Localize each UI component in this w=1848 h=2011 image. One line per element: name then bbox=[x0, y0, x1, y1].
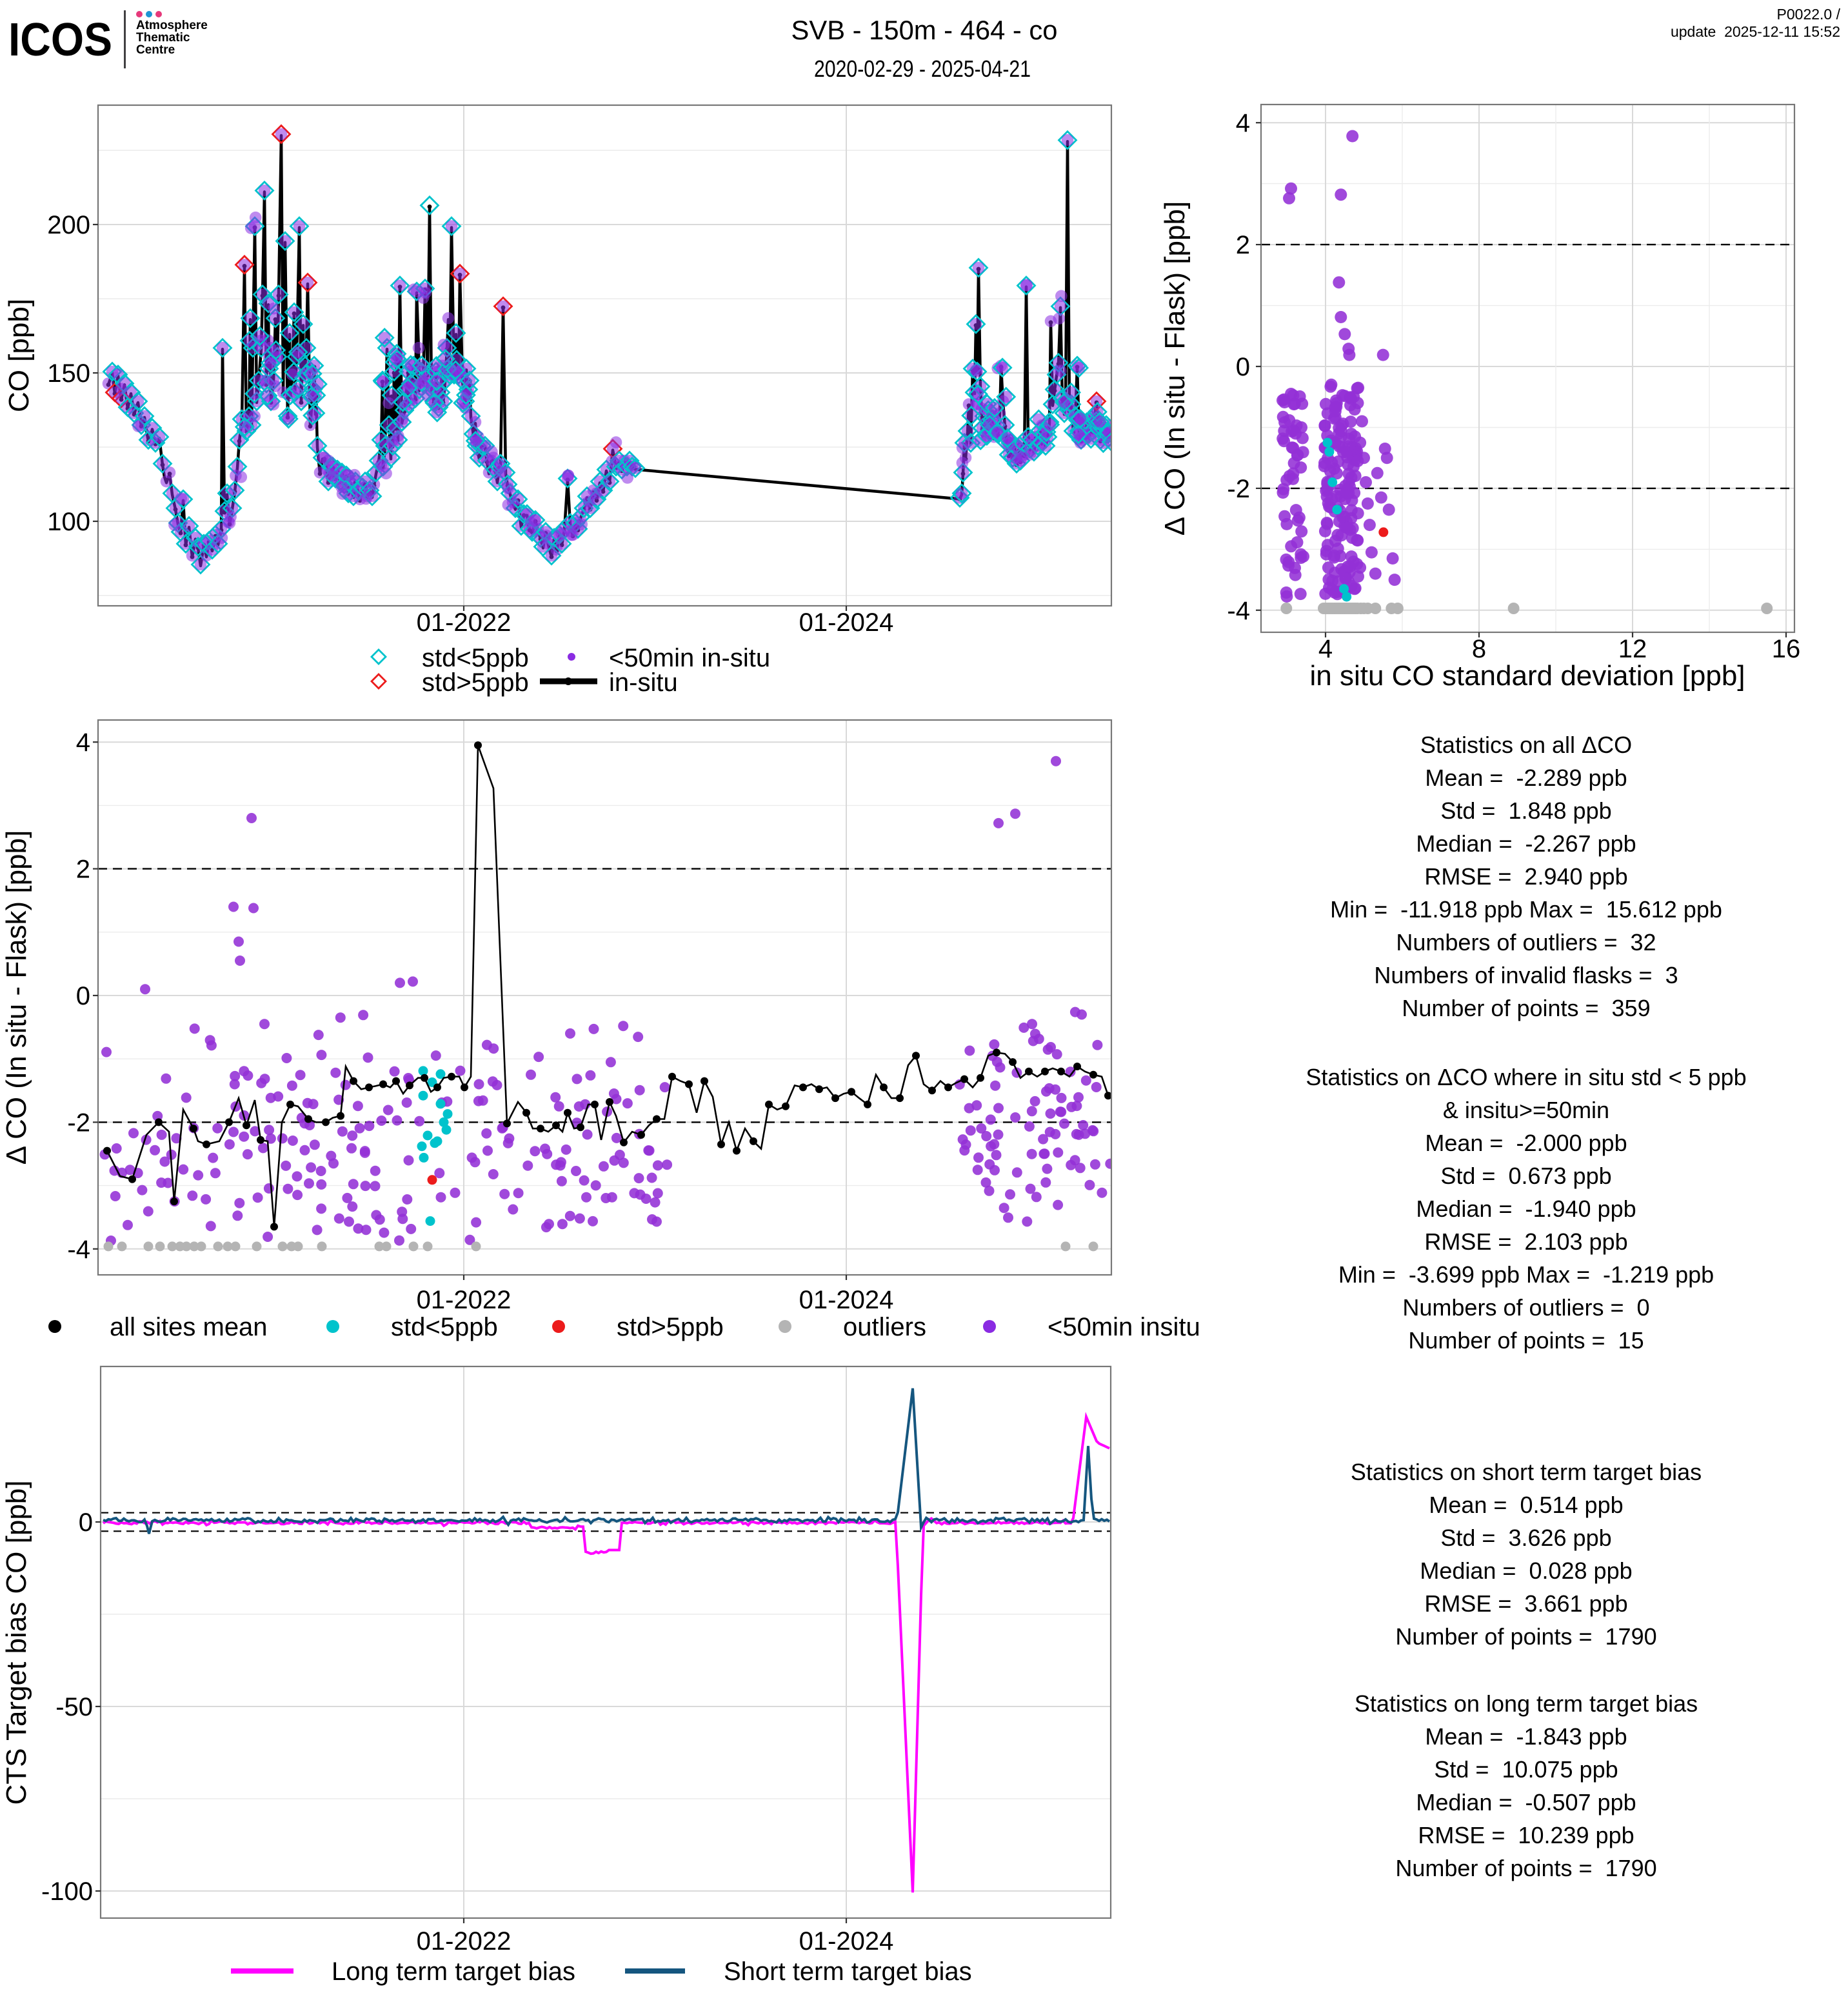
svg-text:Short term target bias: Short term target bias bbox=[724, 1957, 972, 1986]
svg-text:100: 100 bbox=[47, 508, 90, 536]
svg-text:Δ CO (In situ - Flask) [ppb]: Δ CO (In situ - Flask) [ppb] bbox=[1159, 201, 1191, 535]
svg-text:SVB - 150m - 464 - co: SVB - 150m - 464 - co bbox=[791, 15, 1058, 45]
svg-text:Number of points = 15: Number of points = 15 bbox=[1408, 1327, 1644, 1354]
svg-text:Δ CO (In situ - Flask) [ppb]: Δ CO (In situ - Flask) [ppb] bbox=[1, 830, 32, 1165]
svg-text:-4: -4 bbox=[1227, 597, 1250, 625]
svg-text:-4: -4 bbox=[67, 1236, 90, 1264]
svg-text:Std = 0.673 ppb: Std = 0.673 ppb bbox=[1440, 1163, 1611, 1189]
svg-text:Numbers of outliers = 32: Numbers of outliers = 32 bbox=[1396, 929, 1656, 955]
svg-text:outliers: outliers bbox=[843, 1313, 926, 1341]
svg-text:RMSE = 2.940 ppb: RMSE = 2.940 ppb bbox=[1424, 863, 1627, 890]
svg-text:01-2022: 01-2022 bbox=[417, 608, 512, 637]
svg-text:Thematic: Thematic bbox=[136, 31, 190, 45]
svg-text:Median = -1.940 ppb: Median = -1.940 ppb bbox=[1416, 1196, 1636, 1222]
svg-text:<50min insitu: <50min insitu bbox=[1048, 1313, 1200, 1341]
svg-text:01-2024: 01-2024 bbox=[799, 1927, 894, 1956]
svg-text:Mean = 0.514 ppb: Mean = 0.514 ppb bbox=[1429, 1492, 1623, 1518]
svg-text:01-2022: 01-2022 bbox=[417, 1927, 512, 1956]
svg-text:std>5ppb: std>5ppb bbox=[617, 1313, 724, 1341]
svg-text:Long term target bias: Long term target bias bbox=[332, 1957, 575, 1986]
svg-text:Statistics on all ΔCO: Statistics on all ΔCO bbox=[1420, 732, 1632, 758]
svg-text:2020-02-29 - 2025-04-21: 2020-02-29 - 2025-04-21 bbox=[814, 55, 1031, 82]
svg-text:-2: -2 bbox=[1227, 475, 1250, 503]
svg-text:Statistics on short term targe: Statistics on short term target bias bbox=[1351, 1459, 1702, 1485]
svg-text:P0022.0 /: P0022.0 / bbox=[1777, 6, 1841, 23]
svg-text:Mean = -2.289 ppb: Mean = -2.289 ppb bbox=[1425, 765, 1627, 791]
svg-text:4: 4 bbox=[1318, 635, 1333, 663]
svg-text:4: 4 bbox=[1236, 109, 1250, 137]
svg-text:-2: -2 bbox=[67, 1108, 90, 1137]
svg-text:std<5ppb: std<5ppb bbox=[391, 1313, 498, 1341]
svg-text:Min = -11.918 ppb Max = 15.6: Min = -11.918 ppb Max = 15.612 ppb bbox=[1330, 896, 1722, 923]
svg-text:Median = -2.267 ppb: Median = -2.267 ppb bbox=[1416, 830, 1636, 857]
svg-text:8: 8 bbox=[1472, 635, 1486, 663]
svg-text:Median = -0.507 ppb: Median = -0.507 ppb bbox=[1416, 1789, 1636, 1816]
svg-text:in situ CO standard deviation: in situ CO standard deviation [ppb] bbox=[1309, 660, 1745, 692]
svg-text:2: 2 bbox=[1236, 231, 1250, 259]
svg-text:Number of points = 1790: Number of points = 1790 bbox=[1395, 1855, 1656, 1881]
svg-text:Std = 3.626 ppb: Std = 3.626 ppb bbox=[1440, 1525, 1611, 1551]
svg-text:Std = 1.848 ppb: Std = 1.848 ppb bbox=[1440, 797, 1611, 824]
svg-text:Mean = -2.000 ppb: Mean = -2.000 ppb bbox=[1425, 1130, 1627, 1156]
svg-text:all sites mean: all sites mean bbox=[110, 1313, 268, 1341]
svg-text:0: 0 bbox=[76, 982, 90, 1010]
svg-text:Number of points = 1790: Number of points = 1790 bbox=[1395, 1623, 1656, 1650]
svg-text:01-2022: 01-2022 bbox=[417, 1286, 512, 1314]
svg-text:ICOS: ICOS bbox=[8, 14, 112, 66]
svg-text:150: 150 bbox=[47, 359, 90, 388]
svg-text:-100: -100 bbox=[41, 1877, 93, 1906]
svg-text:Centre: Centre bbox=[136, 43, 175, 57]
svg-text:12: 12 bbox=[1618, 635, 1647, 663]
svg-text:RMSE = 3.661 ppb: RMSE = 3.661 ppb bbox=[1424, 1590, 1627, 1617]
svg-text:Numbers of outliers = 0: Numbers of outliers = 0 bbox=[1402, 1294, 1649, 1321]
svg-text:in-situ: in-situ bbox=[609, 668, 678, 697]
svg-text:update 2025-12-11 15:52: update 2025-12-11 15:52 bbox=[1671, 23, 1840, 40]
svg-text:Min = -3.699 ppb Max = -1.21: Min = -3.699 ppb Max = -1.219 ppb bbox=[1338, 1261, 1714, 1288]
svg-text:RMSE = 2.103 ppb: RMSE = 2.103 ppb bbox=[1424, 1228, 1627, 1255]
svg-text:RMSE = 10.239 ppb: RMSE = 10.239 ppb bbox=[1418, 1822, 1634, 1848]
svg-text:Median = 0.028 ppb: Median = 0.028 ppb bbox=[1420, 1557, 1632, 1584]
svg-text:& insitu>=50min: & insitu>=50min bbox=[1443, 1097, 1609, 1123]
svg-text:Numbers of invalid flasks = 3: Numbers of invalid flasks = 3 bbox=[1374, 962, 1678, 988]
svg-text:<50min in-situ: <50min in-situ bbox=[609, 644, 770, 672]
svg-text:CTS Target bias CO [ppb]: CTS Target bias CO [ppb] bbox=[1, 1481, 32, 1805]
svg-text:4: 4 bbox=[76, 728, 90, 757]
svg-text:Atmosphere: Atmosphere bbox=[136, 19, 208, 32]
svg-text:CO [ppb]: CO [ppb] bbox=[3, 299, 35, 412]
svg-text:200: 200 bbox=[47, 211, 90, 239]
svg-text:-50: -50 bbox=[55, 1693, 93, 1721]
svg-text:0: 0 bbox=[79, 1508, 93, 1537]
svg-text:01-2024: 01-2024 bbox=[799, 608, 894, 637]
svg-text:Statistics on ΔCO where in sit: Statistics on ΔCO where in situ std < 5 … bbox=[1306, 1064, 1746, 1090]
svg-text:16: 16 bbox=[1772, 635, 1801, 663]
svg-text:std<5ppb: std<5ppb bbox=[422, 644, 529, 672]
svg-text:0: 0 bbox=[1236, 353, 1250, 381]
svg-text:01-2024: 01-2024 bbox=[799, 1286, 894, 1314]
svg-text:Number of points = 359: Number of points = 359 bbox=[1402, 995, 1650, 1021]
svg-text:2: 2 bbox=[76, 855, 90, 884]
svg-text:std>5ppb: std>5ppb bbox=[422, 668, 529, 697]
svg-text:Std = 10.075 ppb: Std = 10.075 ppb bbox=[1434, 1756, 1618, 1783]
svg-text:Mean = -1.843 ppb: Mean = -1.843 ppb bbox=[1425, 1723, 1627, 1750]
svg-text:Statistics on long term target: Statistics on long term target bias bbox=[1355, 1690, 1698, 1717]
